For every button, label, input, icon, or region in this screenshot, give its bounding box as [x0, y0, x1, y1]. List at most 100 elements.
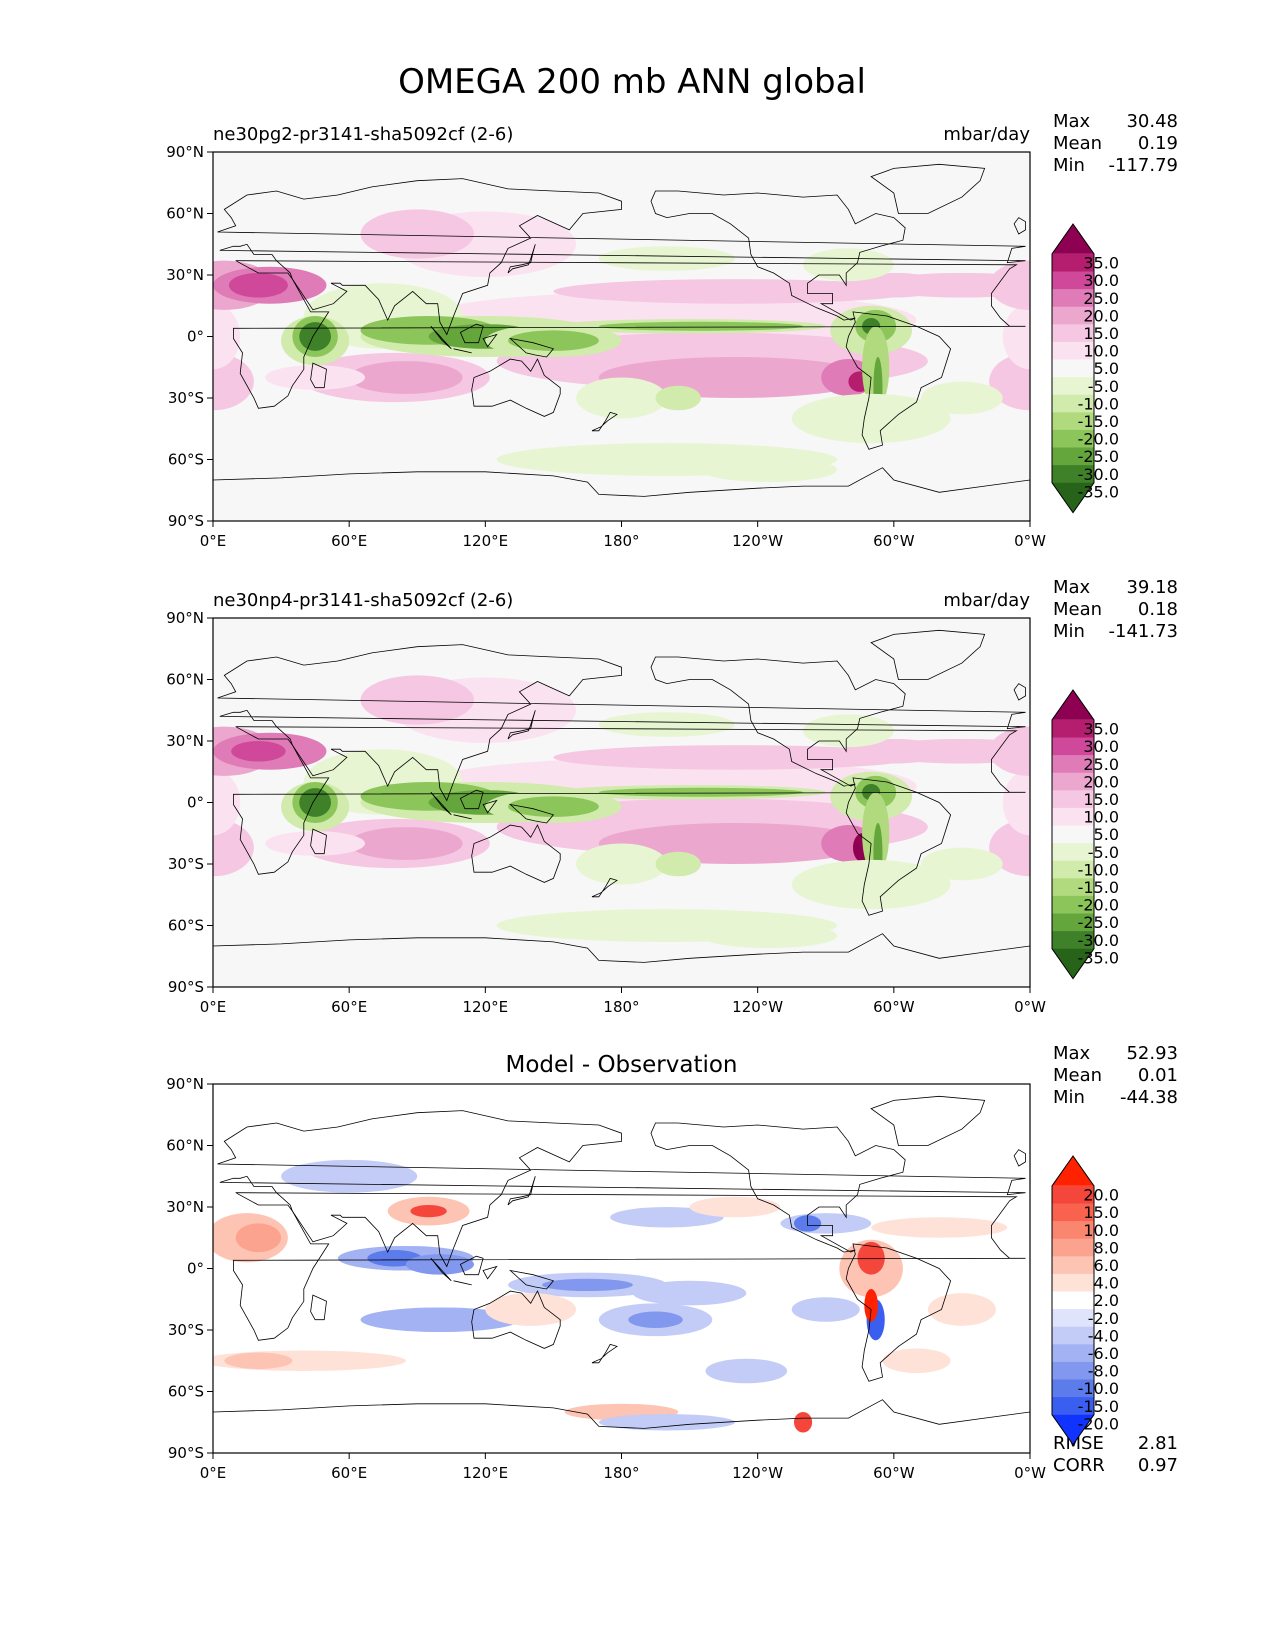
field-contour-4 — [405, 1254, 474, 1275]
colorbar-band — [1052, 1185, 1094, 1205]
y-tick-label: 30°N — [166, 266, 204, 284]
x-tick-label: 60°E — [331, 532, 367, 550]
colorbar-band — [1052, 878, 1094, 897]
map-field — [213, 1095, 1030, 1453]
field-contour-11 — [628, 1311, 683, 1328]
coastline-8 — [430, 326, 452, 350]
figure-title: OMEGA 200 mb ANN global — [398, 62, 866, 102]
colorbar-label: 10.0 — [1083, 1221, 1119, 1240]
field-contour-18 — [705, 1358, 788, 1384]
x-tick-label: 60°W — [873, 998, 915, 1016]
coastline-4 — [845, 1243, 952, 1382]
coastline-11 — [482, 799, 498, 814]
x-tick-label: 180° — [603, 998, 639, 1016]
field-contour-38 — [598, 712, 735, 737]
field-contour-10 — [265, 365, 366, 390]
stat-label: Min — [1053, 1087, 1085, 1108]
coastline-1 — [233, 726, 1026, 875]
y-tick-label: 60°S — [168, 451, 204, 469]
field-contour-44 — [700, 457, 838, 483]
y-tick-label: 60°N — [166, 205, 204, 223]
coastline-5 — [471, 1290, 561, 1349]
colorbar-band — [1052, 1379, 1094, 1398]
x-tick-label: 180° — [603, 1464, 639, 1482]
y-tick-label: 30°S — [168, 389, 204, 407]
colorbar-outline — [1051, 689, 1095, 980]
stat-value: 0.19 — [1138, 133, 1178, 154]
field-contour-12 — [780, 1213, 872, 1234]
colorbar-band — [1052, 1203, 1094, 1222]
extra-stat-label: CORR — [1053, 1455, 1105, 1476]
field-contour-15 — [857, 1241, 885, 1275]
field-contour-21 — [281, 1159, 418, 1193]
coastline-14 — [1013, 683, 1026, 701]
coastline-13 — [507, 244, 536, 274]
colorbar-label: -15.0 — [1078, 1397, 1119, 1416]
field-contour-24 — [299, 788, 332, 817]
x-tick-label: 120°W — [732, 1464, 783, 1482]
coastline-11 — [482, 333, 498, 348]
colorbar-label: 10.0 — [1083, 342, 1119, 361]
colorbar-label: 15.0 — [1083, 790, 1119, 809]
x-tick-label: 60°E — [331, 998, 367, 1016]
colorbar-extend-bottom — [1052, 482, 1094, 513]
field-contour-29 — [508, 796, 599, 817]
y-tick-label: 90°N — [166, 143, 204, 161]
field-contour-41 — [576, 377, 667, 419]
colorbar-band — [1052, 412, 1094, 431]
colorbar-label: 25.0 — [1083, 755, 1119, 774]
x-tick-label: 120°W — [732, 532, 783, 550]
colorbar-extend-bottom — [1052, 1414, 1094, 1445]
x-tick-label: 0°W — [1014, 998, 1046, 1016]
x-tick-label: 0°W — [1014, 1464, 1046, 1482]
colorbar-extend-top — [1052, 690, 1094, 720]
coastline-15 — [213, 467, 1030, 521]
field-contour-2 — [213, 303, 241, 370]
map-field — [213, 629, 1030, 987]
extra-stat-value: 2.81 — [1138, 1433, 1178, 1454]
y-tick-label: 90°S — [168, 512, 204, 530]
y-tick-label: 90°N — [166, 609, 204, 627]
colorbar-band — [1052, 1361, 1094, 1381]
coastline-0 — [217, 644, 1026, 802]
colorbar-label: -8.0 — [1088, 1362, 1119, 1381]
y-tick-label: 90°N — [166, 1075, 204, 1093]
colorbar-label: 20.0 — [1083, 772, 1119, 791]
coastline-10 — [459, 1255, 484, 1276]
coastline-7 — [591, 411, 618, 432]
field-contour-8 — [542, 1278, 633, 1292]
colorbar-band — [1052, 1397, 1094, 1416]
stat-label: Max — [1053, 1043, 1091, 1064]
y-tick-label: 60°N — [166, 671, 204, 689]
colorbar-label: -25.0 — [1078, 913, 1119, 932]
coastline-4 — [845, 311, 952, 450]
panel-test: 0°E 60°E 120°E 180° 120°W 60°W 0°W 90°N 60°N 30°N… — [166, 111, 1178, 550]
field-contour-43 — [921, 381, 1003, 415]
field-contour-3 — [1002, 303, 1030, 370]
panel-ref: 0°E 60°E 120°E 180° 120°W 60°W 0°W 90°N 60°N 30°N… — [166, 577, 1178, 1016]
field-contour-42 — [655, 385, 701, 411]
stat-value: -44.38 — [1120, 1087, 1178, 1108]
coastline-6 — [870, 1095, 986, 1146]
field-contour-6 — [410, 1204, 447, 1218]
colorbar-band — [1052, 895, 1094, 915]
y-tick-label: 30°N — [166, 1198, 204, 1216]
colorbar-band — [1052, 429, 1094, 449]
map-field — [213, 163, 1030, 521]
coastline-15 — [213, 1399, 1030, 1453]
panel-units: mbar/day — [943, 124, 1030, 145]
y-tick-label: 90°S — [168, 1444, 204, 1462]
colorbar-label: -2.0 — [1088, 1309, 1119, 1328]
colorbar-band — [1052, 772, 1094, 791]
field-contour-23 — [689, 1196, 781, 1218]
field-contour-0 — [213, 352, 254, 411]
coastline-3 — [650, 1122, 906, 1253]
colorbar-band — [1052, 1238, 1094, 1257]
y-tick-label: 60°N — [166, 1137, 204, 1155]
coastline-2 — [310, 362, 327, 389]
colorbar-ref: 35.030.025.020.015.010.05.0-5.0-10.0-15.… — [1051, 689, 1119, 980]
colorbar-label: -30.0 — [1078, 931, 1119, 950]
colorbar-label: 6.0 — [1094, 1256, 1119, 1275]
colorbar-label: 2.0 — [1094, 1291, 1119, 1310]
field-contour-20 — [360, 675, 474, 725]
